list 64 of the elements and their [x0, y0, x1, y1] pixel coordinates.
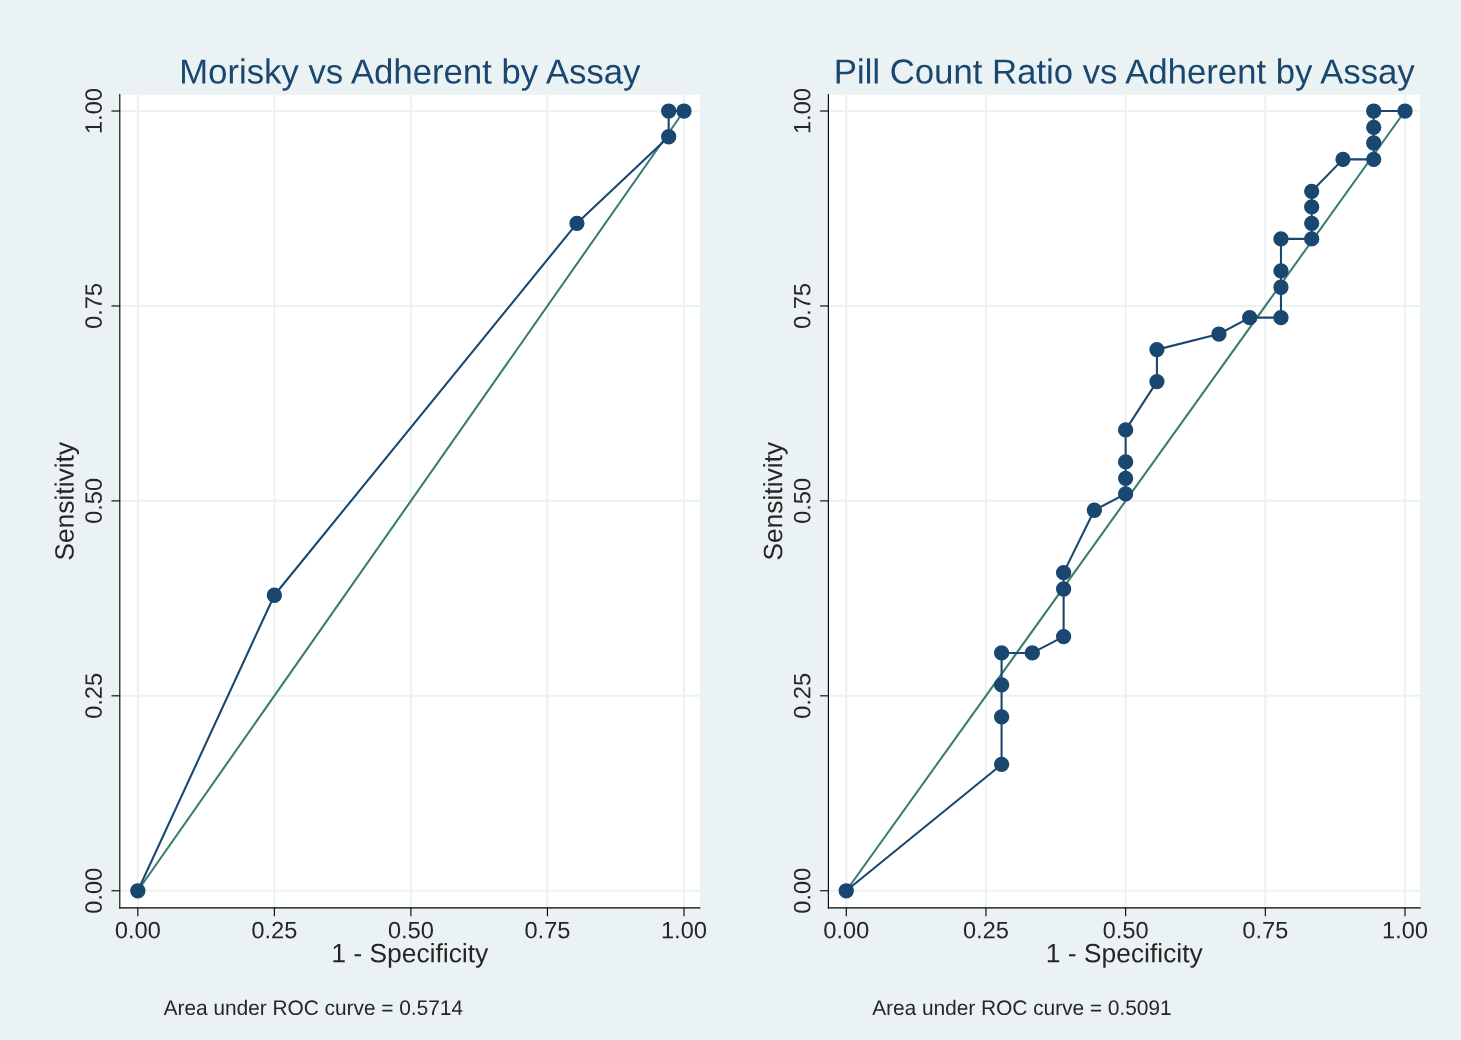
y-tick-label: 0.75	[793, 283, 811, 328]
point	[661, 129, 677, 145]
point	[1304, 199, 1320, 215]
point	[1304, 215, 1320, 231]
point	[1117, 470, 1134, 486]
point	[993, 709, 1010, 725]
x-tick-label: 0.75	[1243, 921, 1288, 939]
x-tick-label: 0.00	[824, 921, 869, 939]
point	[1117, 454, 1134, 470]
point	[1149, 373, 1165, 390]
point	[1242, 310, 1258, 326]
chart-title: Morisky vs Adherent by Assay	[182, 58, 641, 91]
x-axis-title: 1 - Specificity	[1047, 943, 1203, 968]
point	[1366, 151, 1382, 167]
point	[1211, 326, 1227, 342]
y-tick-label: 1.00	[85, 88, 102, 133]
chart-title: Pill Count Ratio vs Adherent by Assay	[836, 58, 1415, 91]
point	[1117, 422, 1134, 438]
y-axis-title: Sensitivity	[54, 441, 80, 560]
x-tick-label: 0.75	[525, 921, 570, 939]
point	[1273, 263, 1289, 279]
point	[1149, 341, 1165, 358]
y-tick-label: 0.50	[85, 478, 102, 523]
y-tick-label: 0.25	[85, 673, 102, 718]
point	[1304, 183, 1320, 199]
point	[1055, 628, 1072, 645]
point	[661, 103, 677, 119]
point	[130, 883, 146, 899]
x-tick-label: 1.00	[662, 921, 707, 939]
x-tick-label: 0.25	[252, 921, 297, 939]
point	[266, 587, 283, 603]
point	[1273, 231, 1289, 247]
x-axis-title: 1 - Specificity	[333, 943, 489, 968]
point	[1273, 279, 1289, 295]
point	[1366, 119, 1382, 136]
point	[1366, 103, 1382, 119]
point	[1304, 231, 1320, 247]
point	[1086, 502, 1102, 518]
x-tick-label: 0.50	[388, 921, 433, 939]
y-tick-label: 1.00	[793, 88, 811, 133]
point	[1335, 151, 1351, 167]
x-tick-label: 0.25	[963, 921, 1008, 939]
point	[993, 645, 1010, 661]
point	[838, 883, 854, 899]
x-tick-label: 1.00	[1383, 921, 1428, 939]
point	[1366, 135, 1382, 151]
point	[993, 677, 1010, 693]
point	[1055, 581, 1072, 597]
y-axis-title: Sensitivity	[763, 441, 788, 560]
y-tick-label: 0.75	[85, 283, 102, 328]
point	[1397, 103, 1413, 119]
point	[1055, 564, 1072, 581]
x-tick-label: 0.50	[1103, 921, 1148, 939]
point	[569, 215, 585, 231]
point	[993, 756, 1010, 773]
point	[676, 103, 692, 119]
point	[1024, 645, 1040, 661]
text: Area under ROC curve = 0.5714	[163, 999, 463, 1016]
text: Area under ROC curve = 0.5091	[872, 999, 1171, 1016]
x-tick-label: 0.00	[115, 921, 160, 939]
y-tick-label: 0.50	[793, 478, 811, 523]
y-tick-label: 0.25	[793, 673, 811, 718]
point	[1273, 310, 1289, 326]
point	[1117, 486, 1134, 502]
